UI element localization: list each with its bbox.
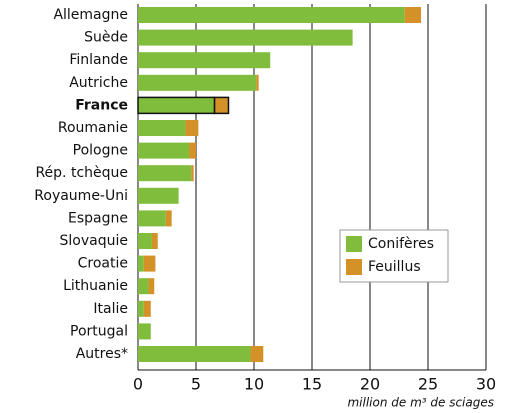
- bar-segment: [404, 7, 422, 23]
- bar-segment: [151, 233, 158, 249]
- bar-segment: [138, 323, 151, 340]
- bar-segment: [191, 165, 194, 182]
- bar-segment: [138, 278, 149, 295]
- bar-segment: [138, 300, 144, 317]
- category-label: Suède: [84, 30, 128, 46]
- x-tick-label: 25: [418, 375, 438, 394]
- bar-segment: [138, 210, 166, 227]
- bar-segment: [185, 120, 199, 136]
- x-tick-label: 0: [133, 375, 143, 394]
- bar-segment: [148, 278, 155, 295]
- legend-label: Feuillus: [368, 259, 421, 275]
- category-label: Autres*: [76, 346, 128, 362]
- bar-segment: [138, 74, 257, 91]
- x-axis-title: million de m³ de sciages: [347, 396, 494, 410]
- bar-segment: [138, 165, 192, 182]
- bar-segment: [138, 187, 179, 204]
- category-label: Roumanie: [58, 120, 128, 136]
- bar-segment: [138, 120, 186, 136]
- x-tick-label: 5: [191, 375, 201, 394]
- category-label: Slovaquie: [60, 233, 128, 249]
- bar-segment: [143, 300, 151, 317]
- bar-segment: [165, 210, 172, 227]
- bar-segment: [138, 346, 251, 362]
- category-label: Pologne: [73, 143, 128, 159]
- bar-segment: [143, 255, 156, 272]
- bar-segment: [213, 96, 230, 115]
- category-label: Finlande: [69, 52, 128, 68]
- category-label: France: [75, 97, 128, 113]
- bar-segment: [138, 7, 405, 23]
- category-label: Allemagne: [53, 7, 128, 23]
- bar-segment: [256, 74, 259, 91]
- category-label: Portugal: [70, 323, 128, 339]
- legend-swatch: [346, 259, 362, 275]
- category-label: Royaume-Uni: [34, 188, 128, 204]
- category-label: Autriche: [69, 75, 128, 91]
- bar-segment: [250, 346, 264, 362]
- bar-segment: [189, 142, 196, 159]
- category-label: Italie: [93, 301, 128, 317]
- x-tick-label: 15: [302, 375, 322, 394]
- bar-segment: [138, 233, 152, 249]
- bar-segment: [138, 142, 190, 159]
- x-tick-label: 30: [476, 375, 496, 394]
- x-tick-label: 20: [360, 375, 380, 394]
- category-label: Espagne: [68, 210, 128, 226]
- category-label: Croatie: [78, 256, 128, 272]
- legend-label: Conifères: [368, 236, 434, 252]
- bar-segment: [138, 29, 353, 46]
- bar-segment: [138, 255, 144, 272]
- category-label: Lithuanie: [63, 278, 128, 294]
- x-tick-label: 10: [244, 375, 264, 394]
- bar-segment: [138, 52, 271, 69]
- legend-swatch: [346, 236, 362, 252]
- category-label: Rép. tchèque: [35, 165, 128, 181]
- bar-segment: [137, 96, 216, 115]
